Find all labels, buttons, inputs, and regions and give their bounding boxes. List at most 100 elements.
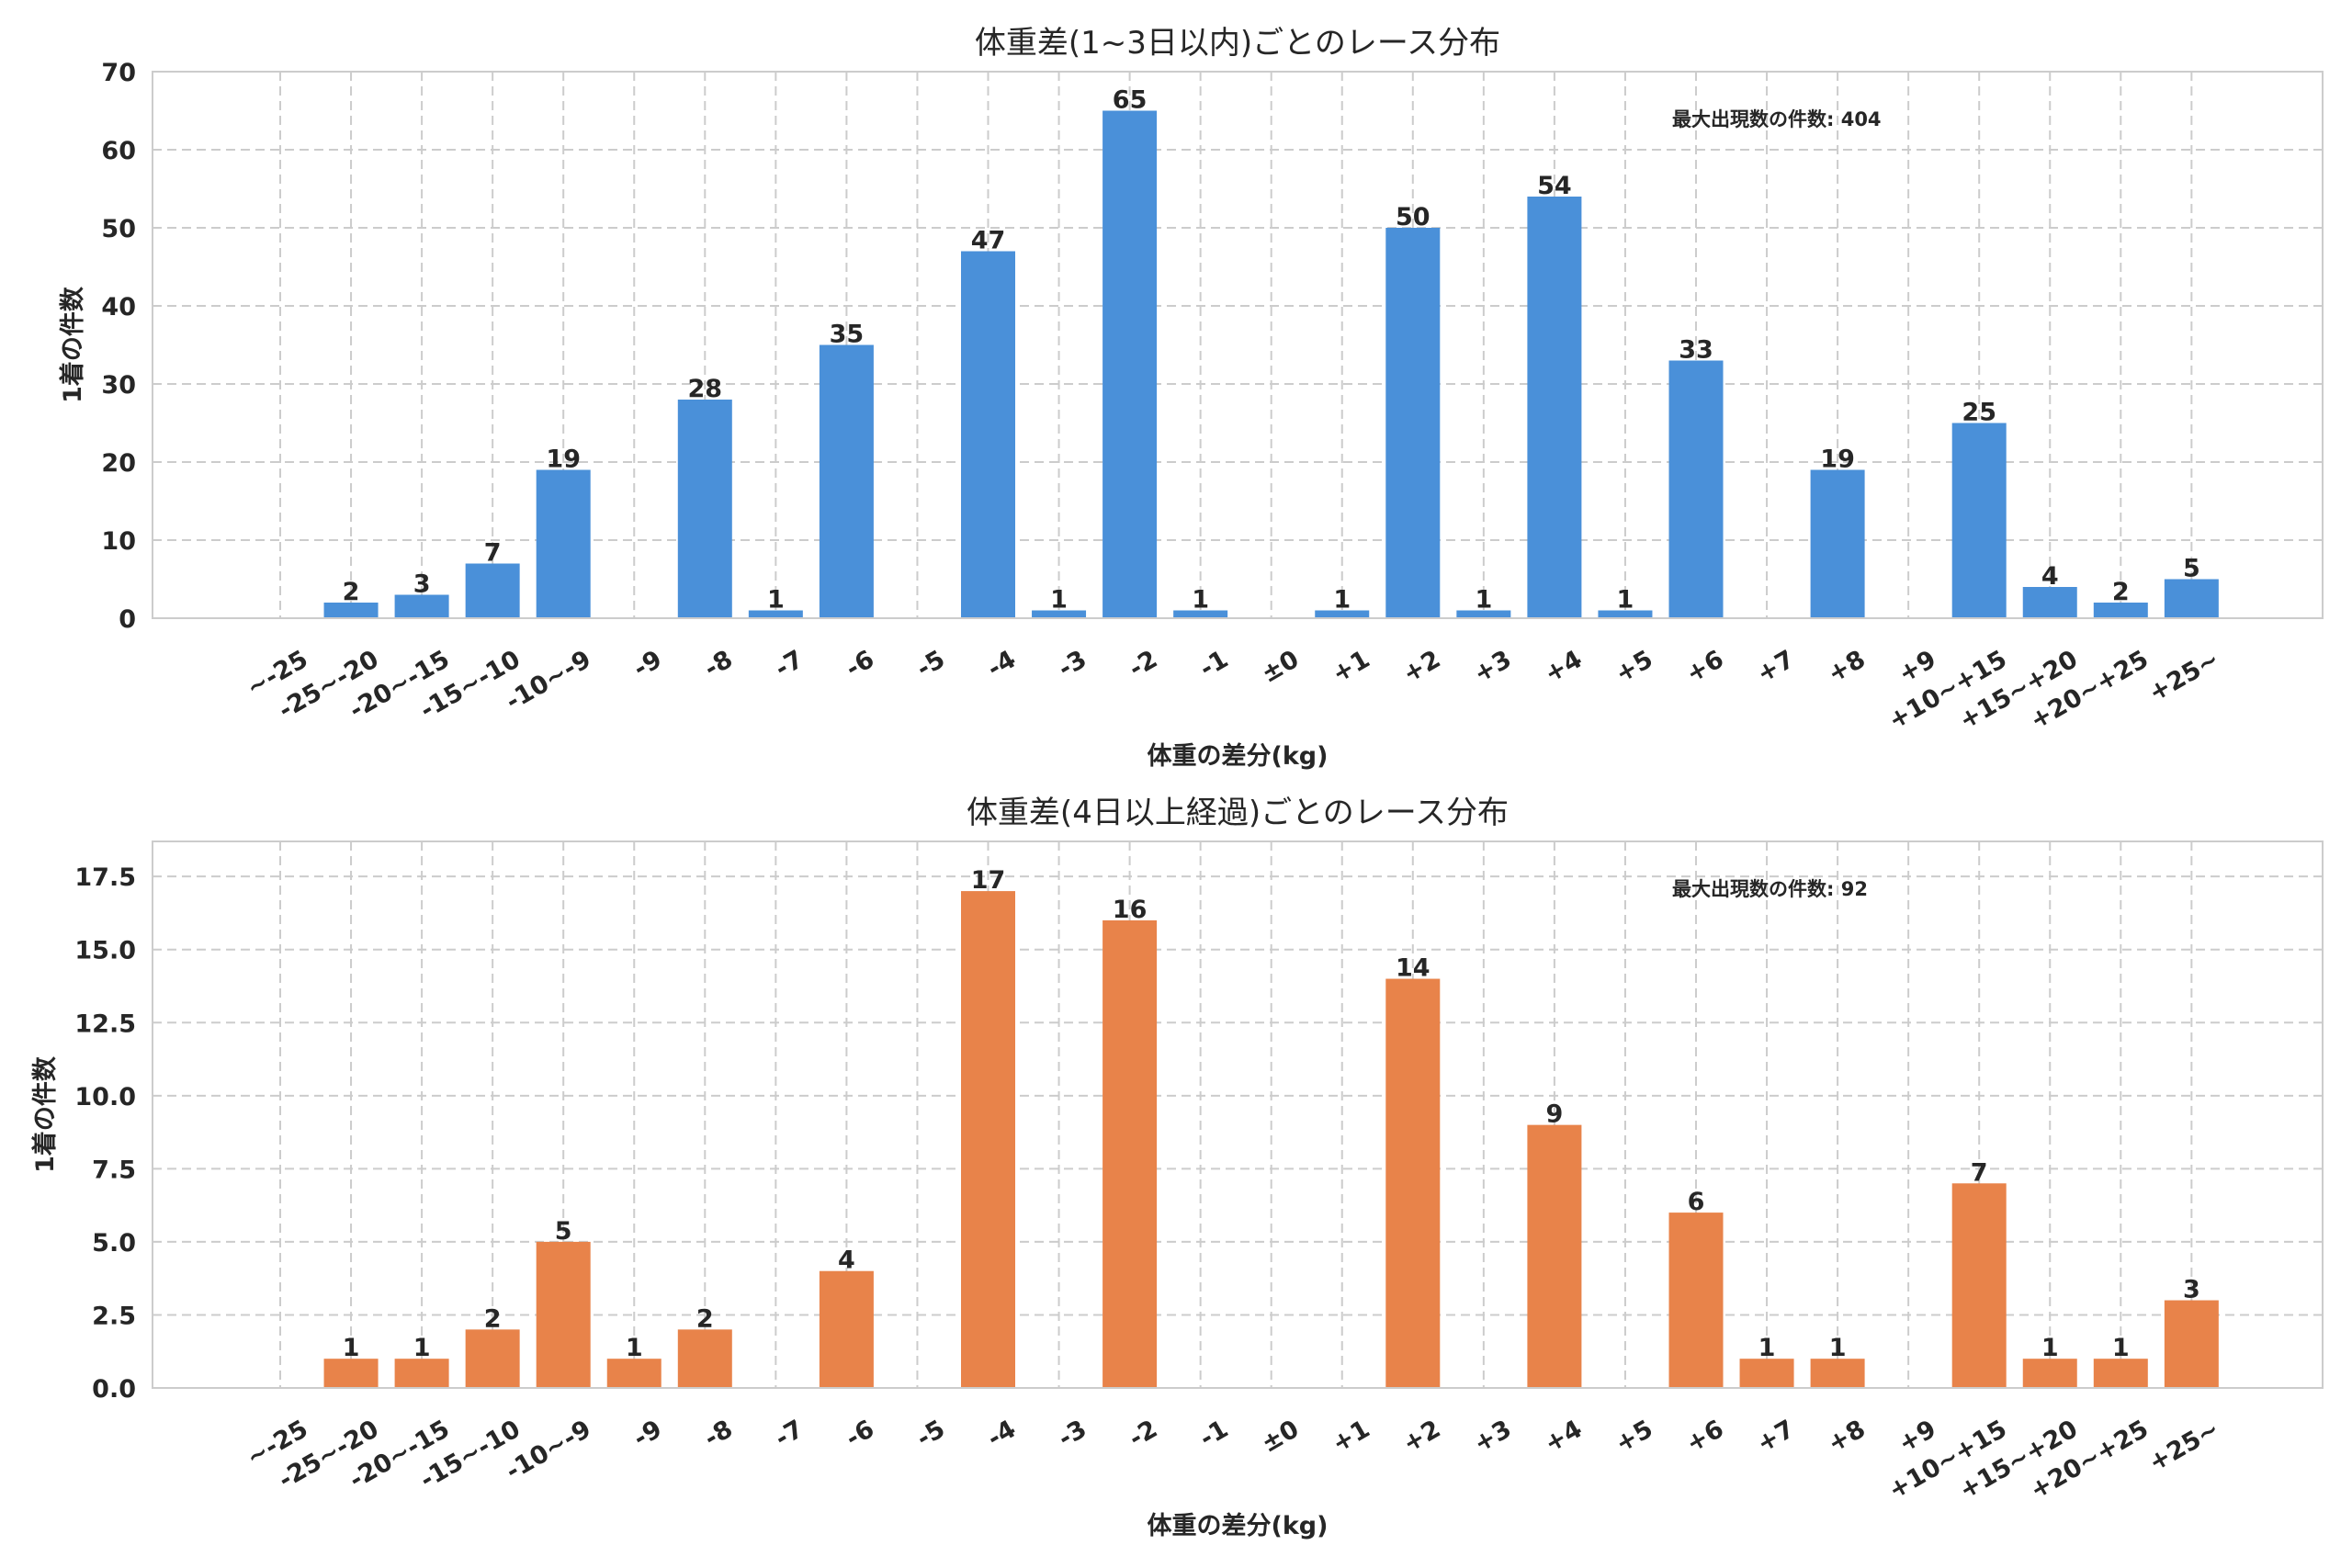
bar	[1527, 1124, 1582, 1388]
x-tick-label: -5	[911, 645, 949, 683]
data-label: 1	[343, 1334, 360, 1362]
y-tick-label: 70	[101, 59, 136, 87]
y-tick-label: 5.0	[92, 1229, 136, 1258]
bar	[2093, 1359, 2148, 1388]
y-tick-label: 30	[101, 371, 136, 400]
x-tick-label: +8	[1823, 645, 1870, 689]
bar	[1527, 197, 1582, 618]
y-tick-label: 17.5	[74, 863, 136, 892]
x-tick-label: +5	[1611, 1415, 1657, 1459]
bar	[2022, 1359, 2077, 1388]
plot-frame	[152, 840, 2324, 1389]
data-label: 6	[1688, 1188, 1705, 1216]
bar	[394, 1359, 449, 1388]
bar	[961, 891, 1015, 1388]
y-tick-label: 2.5	[92, 1302, 136, 1330]
data-label: 14	[1396, 954, 1430, 983]
data-label: 19	[1820, 446, 1855, 474]
x-tick-label: -5	[911, 1415, 949, 1453]
x-tick-label: ±0	[1257, 645, 1304, 689]
x-tick-label: -2	[1125, 645, 1162, 683]
chart-2: 0.02.55.07.510.012.515.017.51 12512417161…	[30, 795, 2324, 1540]
x-tick-label: +7	[1752, 1415, 1799, 1459]
y-tick-label: 15.0	[74, 937, 136, 965]
bar	[2164, 1300, 2219, 1388]
bar	[1810, 1359, 1865, 1388]
y-tick-label: 20	[101, 449, 136, 478]
x-tick-label: -9	[628, 1415, 666, 1453]
data-label: 3	[413, 570, 431, 599]
data-label: 3	[2183, 1276, 2200, 1304]
x-tick-label: -9	[628, 645, 666, 683]
y-tick-label: 50	[101, 215, 136, 243]
data-label: 1	[1758, 1334, 1776, 1362]
y-tick-label: 0	[119, 605, 136, 634]
x-tick-label: +3	[1469, 1415, 1516, 1459]
bar	[1951, 423, 2007, 618]
x-tick-label: +1	[1328, 645, 1374, 689]
bar	[1810, 469, 1865, 618]
bar	[677, 400, 732, 618]
data-label: 5	[2183, 555, 2200, 583]
x-tick-label: -3	[1054, 645, 1091, 683]
data-label: 4	[838, 1247, 855, 1275]
bar	[465, 1329, 520, 1388]
x-tick-label: -6	[841, 1415, 878, 1453]
x-tick-label: +3	[1469, 645, 1516, 689]
y-tick-label: 10	[101, 527, 136, 556]
data-label: 1	[767, 586, 785, 615]
bar	[1385, 228, 1441, 618]
bar	[536, 1241, 591, 1388]
data-label: 2	[2112, 578, 2130, 606]
bar	[323, 1359, 379, 1388]
bar	[323, 603, 379, 618]
x-tick-label: +6	[1681, 1415, 1728, 1459]
data-label: 50	[1396, 203, 1430, 231]
data-label: 1	[626, 1334, 643, 1362]
bar	[1668, 1213, 1724, 1388]
x-tick-label: +4	[1540, 645, 1587, 689]
x-tick-label: +2	[1398, 1415, 1445, 1459]
x-axis-label: 体重の差分(kg)	[1148, 741, 1329, 771]
data-label: 1	[2041, 1334, 2059, 1362]
bar	[2093, 603, 2148, 618]
y-tick-label: 0.0	[92, 1375, 136, 1404]
bar	[1102, 110, 1158, 618]
data-label: 65	[1113, 86, 1148, 115]
x-tick-label: +2	[1398, 645, 1445, 689]
bar	[1173, 610, 1228, 618]
bar	[1315, 610, 1370, 618]
data-label: 7	[1971, 1158, 1988, 1187]
max-count-annotation: 最大出現数の件数: 404	[1672, 108, 1882, 130]
data-label: 1	[2112, 1334, 2130, 1362]
x-tick-label: +8	[1823, 1415, 1870, 1459]
data-label: 1	[1617, 586, 1634, 615]
y-tick-label: 7.5	[92, 1156, 136, 1184]
x-tick-label: -4	[983, 645, 1021, 683]
bar	[1668, 360, 1724, 618]
data-label: 25	[1962, 399, 1996, 427]
chart-title: 体重差(4日以上経過)ごとのレース分布	[967, 795, 1509, 831]
bar	[2164, 579, 2219, 618]
x-tick-label: -7	[770, 1415, 808, 1453]
data-label: 2	[484, 1304, 502, 1333]
data-label: 2	[696, 1304, 714, 1333]
data-label: 19	[546, 446, 581, 474]
bar	[536, 469, 591, 618]
data-label: 1	[1192, 586, 1209, 615]
y-tick-label: 40	[101, 293, 136, 321]
data-label: 1	[1333, 586, 1351, 615]
x-tick-label: +4	[1540, 1415, 1587, 1459]
x-tick-label: +25~	[2144, 1415, 2224, 1477]
data-label: 1	[1829, 1334, 1847, 1362]
data-label: 2	[343, 578, 360, 606]
x-tick-label: +25~	[2144, 645, 2224, 707]
bar	[2022, 587, 2077, 618]
max-count-annotation: 最大出現数の件数: 92	[1672, 878, 1868, 900]
bar	[677, 1329, 732, 1388]
x-tick-label: -1	[1195, 1415, 1233, 1453]
x-tick-label: -1	[1195, 645, 1233, 683]
